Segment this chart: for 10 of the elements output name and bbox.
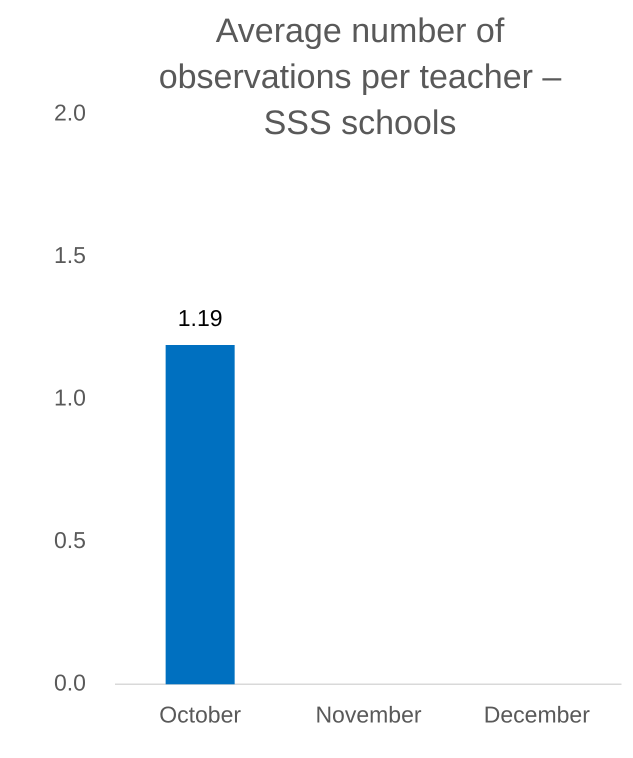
data-label: 1.19 (178, 304, 223, 331)
y-tick-label: 1.0 (54, 384, 86, 411)
y-tick-label: 0.0 (54, 670, 86, 696)
x-tick-label: October (159, 702, 242, 728)
y-tick-label: 1.5 (54, 242, 86, 268)
y-tick-label: 2.0 (54, 99, 86, 126)
x-tick-label: November (315, 702, 422, 728)
x-tick-label: December (484, 702, 590, 728)
y-tick-label: 0.5 (54, 527, 86, 554)
chart-title: Average number of observations per teacher – SSS schools (158, 12, 562, 142)
